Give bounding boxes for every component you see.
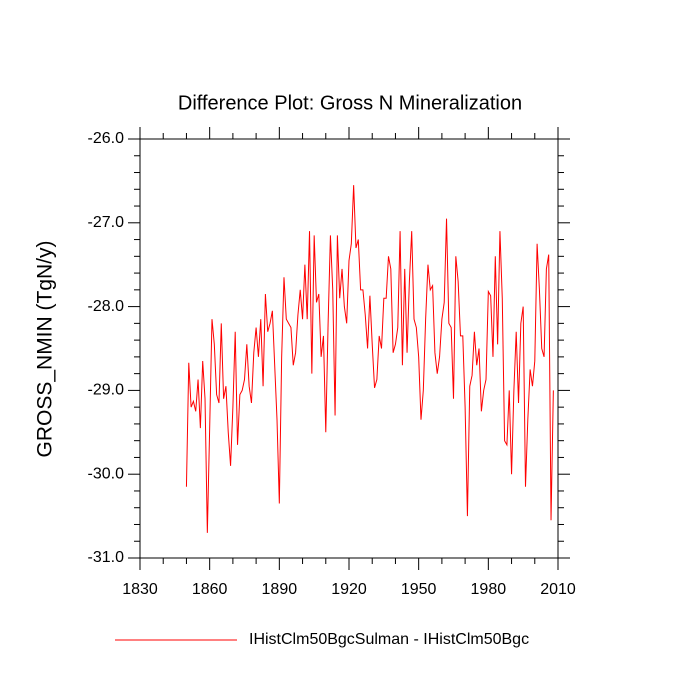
y-tick-label: -27.0 [88, 214, 125, 231]
x-tick-label: 1980 [471, 581, 507, 598]
y-tick-label: -28.0 [88, 298, 125, 315]
y-tick-label: -29.0 [88, 382, 125, 399]
x-tick-label: 1860 [192, 581, 228, 598]
y-tick-label: -31.0 [88, 549, 125, 566]
x-tick-label: 1830 [122, 581, 158, 598]
x-tick-label: 1950 [401, 581, 437, 598]
chart-title: Difference Plot: Gross N Mineralization [178, 92, 522, 114]
data-line [185, 185, 554, 533]
x-tick-label: 2010 [540, 581, 576, 598]
plot-frame [139, 138, 559, 559]
x-tick-label: 1920 [331, 581, 367, 598]
legend-label: IHistClm50BgcSulman - IHistClm50Bgc [249, 631, 529, 648]
y-tick-label: -26.0 [88, 130, 125, 147]
x-tick-label: 1890 [262, 581, 298, 598]
y-axis-label: GROSS_NMIN (TgN/y) [34, 240, 57, 457]
y-tick-label: -30.0 [88, 465, 125, 482]
